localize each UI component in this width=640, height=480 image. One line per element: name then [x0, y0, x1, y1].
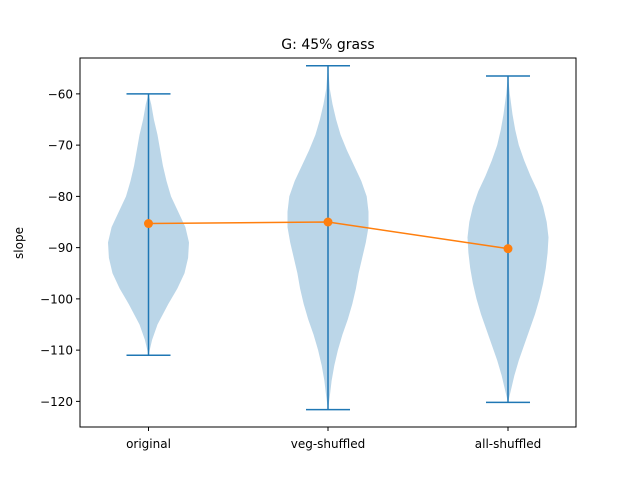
x-tick-label: original	[126, 437, 171, 451]
mean-marker-all-shuffled	[503, 244, 513, 254]
x-tick-label: all-shuffled	[475, 437, 541, 451]
y-tick-label: −90	[48, 241, 73, 255]
mean-marker-original	[144, 219, 153, 229]
y-tick-label: −80	[48, 190, 73, 204]
plot-area: −60 −70 −80 −90 −100 −110 −120 original veg-shuf…	[40, 57, 577, 451]
mean-marker-veg-shuffled	[323, 217, 333, 227]
y-tick-label: −120	[40, 395, 73, 409]
y-axis-title: slope	[12, 227, 26, 259]
x-tick-label: veg-shuffled	[291, 437, 366, 451]
y-tick-label: −100	[40, 292, 73, 306]
y-tick-label: −70	[48, 139, 73, 153]
y-tick-label: −60	[48, 87, 73, 101]
y-tick-label: −110	[40, 344, 73, 358]
chart-title: G: 45% grass	[281, 37, 374, 53]
